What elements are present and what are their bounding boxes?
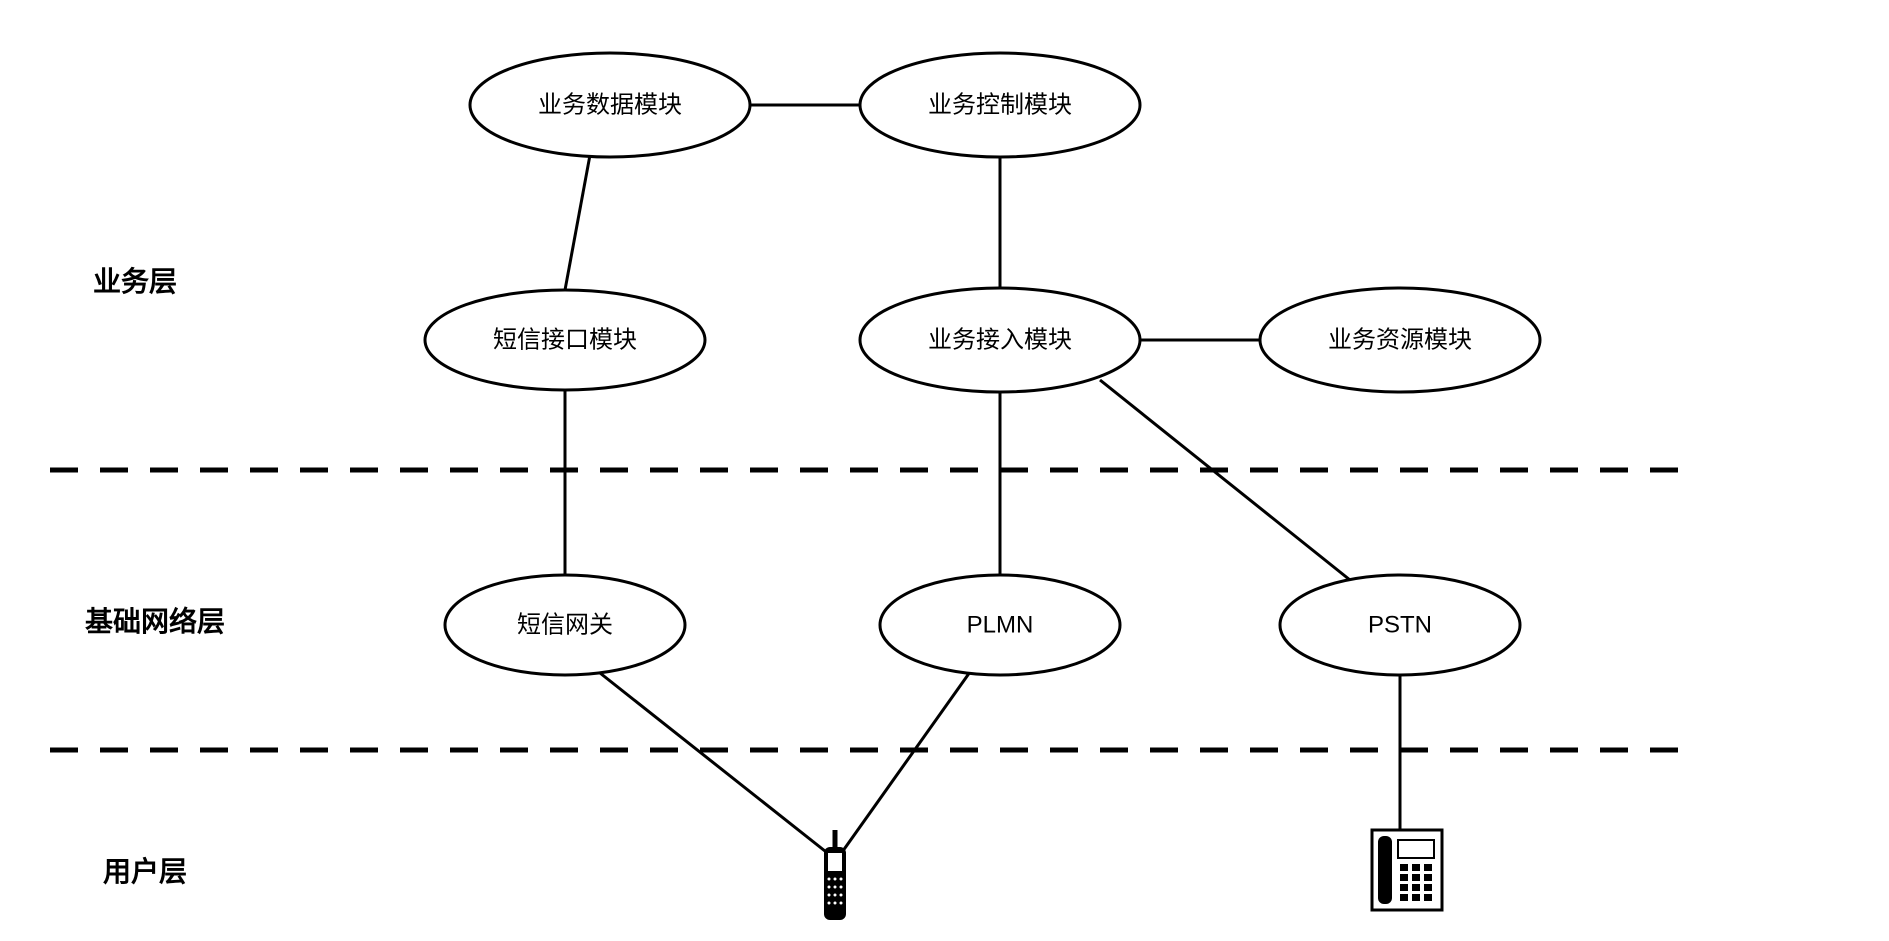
edges-group (565, 105, 1400, 855)
node-sms-interface: 短信接口模块 (425, 290, 705, 390)
node-label-pstn: PSTN (1368, 612, 1432, 639)
edge-plmn-mobile (840, 672, 970, 855)
nodes-group: 业务数据模块 业务控制模块短信接口模块 业务接入模块 业务资源模块短信网关 PLMN PS… (425, 53, 1540, 675)
node-label-control-module: 业务控制模块 (928, 92, 1072, 119)
diagram-svg: 业务数据模块 业务控制模块短信接口模块 业务接入模块 业务资源模块短信网关 PLMN PS… (0, 0, 1889, 941)
node-pstn: PSTN (1280, 575, 1520, 675)
edge-access-module-pstn (1100, 380, 1350, 580)
node-label-data-module: 业务数据模块 (538, 92, 682, 119)
layer-label-service-layer: 业务层 (93, 260, 177, 300)
edge-sms-gateway-mobile (600, 673, 830, 855)
layer-label-network-layer: 基础网络层 (85, 600, 225, 640)
node-label-plmn: PLMN (967, 612, 1034, 639)
edge-data-module-sms-interface (565, 155, 590, 290)
node-data-module: 业务数据模块 (470, 53, 750, 157)
node-label-access-module: 业务接入模块 (928, 327, 1072, 354)
node-sms-gateway: 短信网关 (445, 575, 685, 675)
mobile-phone-icon (824, 830, 846, 920)
diagram-container: 业务数据模块 业务控制模块短信接口模块 业务接入模块 业务资源模块短信网关 PLMN PS… (0, 0, 1889, 941)
node-access-module: 业务接入模块 (860, 288, 1140, 392)
node-label-resource-module: 业务资源模块 (1328, 327, 1472, 354)
layer-label-user-layer: 用户层 (103, 850, 187, 890)
node-label-sms-gateway: 短信网关 (517, 612, 613, 639)
node-control-module: 业务控制模块 (860, 53, 1140, 157)
node-resource-module: 业务资源模块 (1260, 288, 1540, 392)
node-label-sms-interface: 短信接口模块 (493, 327, 637, 354)
landline-phone-icon (1372, 830, 1442, 910)
node-plmn: PLMN (880, 575, 1120, 675)
